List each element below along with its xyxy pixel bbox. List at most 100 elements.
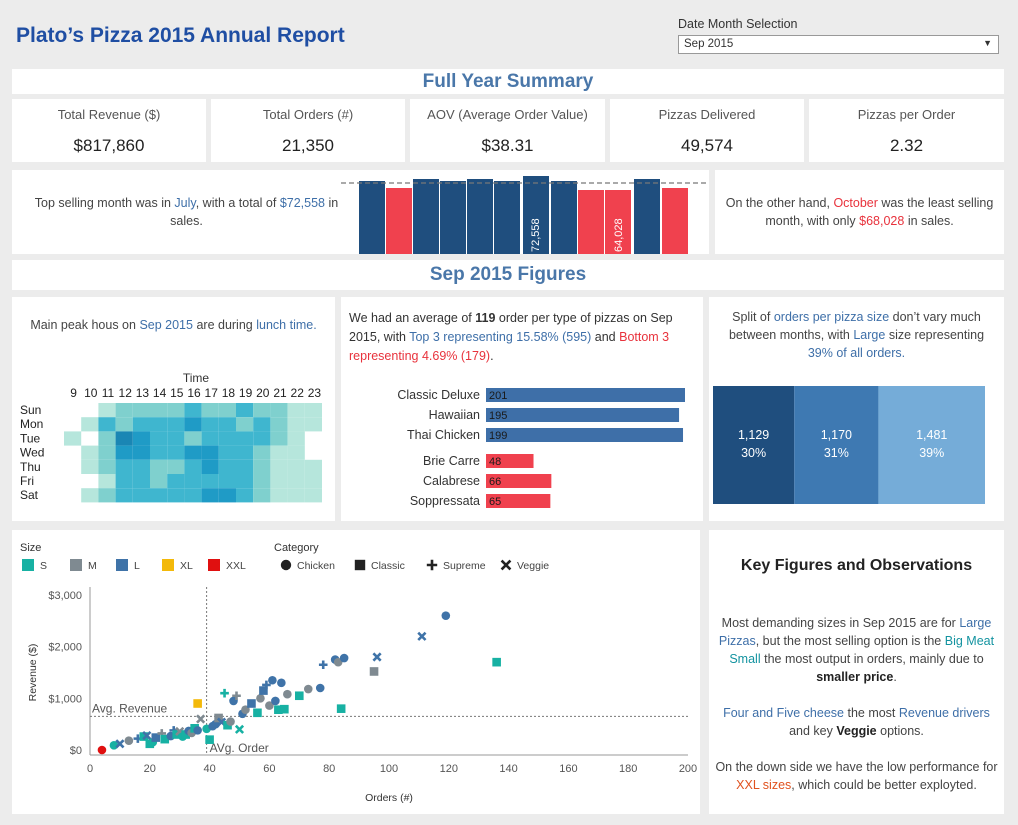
low-month-card: On the other hand, October was the least… (715, 170, 1004, 254)
heatmap-cell (236, 488, 254, 503)
heatmap-cell (304, 488, 322, 503)
size-split-segment (878, 386, 985, 504)
observations-title: Key Figures and Observations (740, 557, 973, 574)
heatmap-cell (150, 431, 168, 446)
legend-category-label: Chicken (297, 560, 335, 572)
text-part: , with (376, 330, 410, 344)
heatmap-cell (201, 474, 219, 489)
heatmap-cell (287, 445, 305, 460)
size-split-panel: Split of orders per pizza size don’t var… (709, 297, 1004, 521)
text-part: Most demanding sizes in Sep 2015 are for (721, 616, 956, 630)
pizza-type-bar-bottom (486, 454, 534, 468)
heatmap-cell (184, 474, 202, 489)
month-bar-jan (359, 181, 385, 254)
heatmap-cell (218, 459, 236, 474)
scatter-point (271, 696, 280, 706)
scatter-point (124, 736, 134, 745)
heatmap-cell (218, 431, 236, 446)
heatmap-cell (287, 417, 305, 432)
scatter-points (97, 611, 501, 755)
scatter-point (417, 631, 427, 641)
chevron-down-icon[interactable]: ▼ (983, 38, 992, 48)
legend-size-label: XXL (226, 560, 246, 572)
pizza-type-bar-top (486, 408, 680, 422)
pizza-type-bar-bottom (486, 494, 551, 508)
heatmap-cell (184, 403, 202, 418)
month-bar-jun (494, 181, 520, 254)
scatter-point (441, 611, 451, 620)
obs-veggie: Veggie (836, 724, 877, 738)
heatmap-cell (218, 403, 236, 418)
orders-per-size-text: orders per pizza size (773, 310, 890, 324)
heatmap-cell (184, 459, 202, 474)
month-bar-label-top: 72,558 (530, 218, 542, 252)
heatmap-cell (253, 474, 271, 489)
scatter-point (109, 741, 119, 750)
heatmap-cell (184, 431, 202, 446)
date-month-dropdown[interactable]: Sep 2015 ▼ (678, 35, 999, 54)
size-split-bars: 1,129 30% 1,170 31% 1,481 39% (713, 386, 985, 504)
heatmap-cell (304, 459, 322, 474)
heatmap-cell (218, 474, 236, 489)
text-part: was the least selling month, with only (765, 196, 994, 228)
x-axis-label: Orders (#) (365, 792, 413, 804)
scatter-point (234, 724, 245, 734)
x-tick-label: 120 (440, 763, 458, 775)
y-tick-label: $0 (70, 745, 82, 757)
heatmap-cell (115, 403, 133, 418)
heatmap-cell (201, 445, 219, 460)
size-legend[interactable]: S M L XL XXL (22, 559, 246, 572)
x-tick-label: 180 (619, 763, 637, 775)
scatter-point (193, 726, 202, 735)
heatmap-hour-label: 21 (273, 386, 287, 400)
peak-hours-heatmap: Time 9 10 11 12 13 14 15 16 17 18 19 20 21 22 23 SunMo… (20, 371, 322, 503)
heatmap-hour-label: 16 (187, 386, 201, 400)
heatmap-day-label: Mon (20, 417, 43, 431)
size-split-count: 1,170 (821, 428, 852, 442)
scatter-point (226, 717, 235, 726)
observation-2: Four and Five cheese the most Revenue dr… (709, 704, 1004, 740)
heatmap-cell (253, 488, 271, 503)
text-part: , with a total of (195, 196, 277, 210)
scatter-point (139, 732, 149, 741)
legend-size-swatch (116, 559, 128, 571)
pizza-types-text: We had an average of 119 order per type … (349, 309, 689, 366)
x-tick-label: 0 (87, 763, 93, 775)
y-axis-label: Revenue ($) (27, 644, 39, 702)
size-split-chart: 1,129 30% 1,170 31% 1,481 39% (713, 386, 985, 504)
text-part: On the down side we have the low perform… (715, 760, 998, 774)
heatmap-cell (236, 417, 254, 432)
scatter-point (333, 657, 343, 667)
scatter-point (492, 657, 501, 667)
heatmap-day-label: Thu (20, 460, 41, 474)
date-month-value: Sep 2015 (684, 38, 734, 50)
legend-size-swatch (162, 559, 174, 571)
legend-size-label: L (134, 560, 140, 572)
heatmap-cell (201, 431, 219, 446)
low-month-text: On the other hand, October was the least… (715, 194, 1004, 230)
heatmap-cell (270, 403, 288, 418)
heatmap-axis-title: Time (183, 371, 210, 385)
heatmap-cell (132, 488, 150, 503)
scatter-point (196, 714, 206, 724)
scatter-point (268, 675, 277, 685)
text-part: the most output in orders, mainly due to (764, 652, 984, 666)
kpi-label: Pizzas Delivered (658, 107, 756, 122)
heatmap-cell (98, 488, 116, 503)
size-split-segment (713, 386, 795, 504)
text-part: On the other hand, (725, 196, 830, 210)
heatmap-cell (270, 417, 288, 432)
legend-size-swatch (22, 559, 34, 571)
pizza-type-bar-bottom (486, 474, 552, 488)
heatmap-cell (115, 445, 133, 460)
pizza-types-panel: We had an average of 119 order per type … (341, 297, 703, 521)
full-year-summary-header: Full Year Summary (12, 69, 1004, 94)
pizza-type-value: 195 (489, 410, 507, 422)
kpi-label: AOV (Average Order Value) (427, 107, 588, 122)
heatmap-day-label: Sat (20, 488, 39, 502)
category-legend[interactable]: Chicken Classic Supreme Veggie (280, 559, 549, 572)
heatmap-cell (218, 445, 236, 460)
kpi-label: Total Revenue ($) (57, 107, 161, 122)
text-part: in sales. (170, 196, 339, 228)
legend-category-label: Veggie (517, 560, 549, 572)
